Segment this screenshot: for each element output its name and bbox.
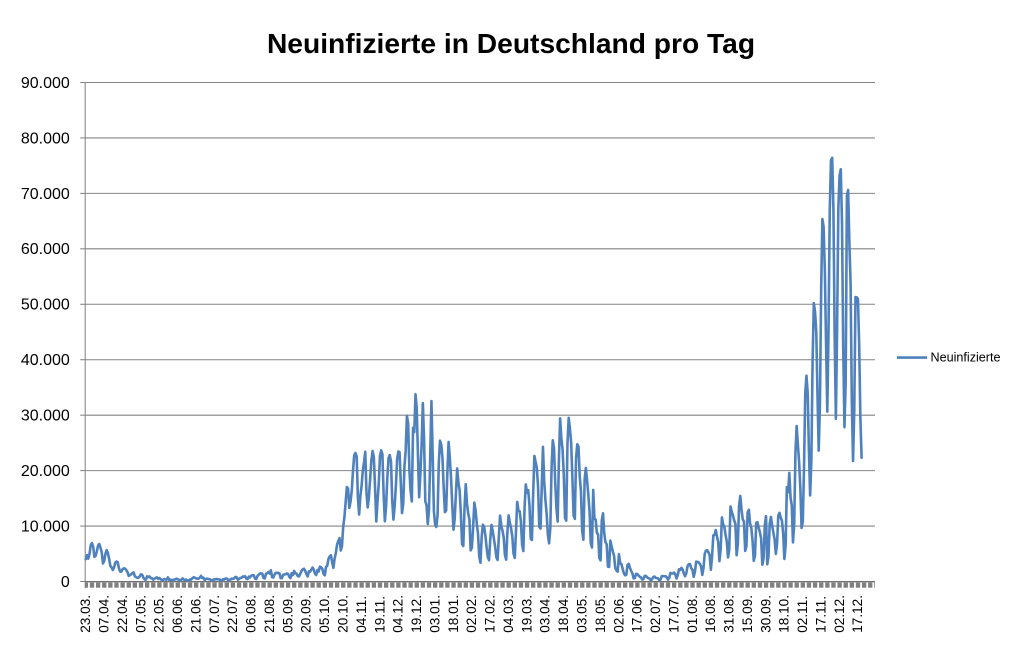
svg-text:19.12.: 19.12. — [409, 595, 424, 633]
svg-text:60.000: 60.000 — [21, 241, 70, 258]
svg-text:70.000: 70.000 — [21, 186, 70, 203]
svg-text:04.12.: 04.12. — [391, 595, 406, 633]
svg-text:15.09.: 15.09. — [740, 595, 755, 633]
svg-text:05.10.: 05.10. — [317, 595, 332, 633]
svg-text:04.03.: 04.03. — [501, 595, 516, 633]
svg-text:22.04.: 22.04. — [115, 595, 130, 633]
svg-text:02.06.: 02.06. — [611, 595, 626, 633]
svg-text:17.02.: 17.02. — [483, 595, 498, 633]
svg-text:0: 0 — [61, 574, 70, 591]
svg-text:07.07.: 07.07. — [207, 595, 222, 633]
svg-text:31.08.: 31.08. — [722, 595, 737, 633]
svg-text:20.09.: 20.09. — [299, 595, 314, 633]
svg-text:19.03.: 19.03. — [519, 595, 534, 633]
svg-text:10.000: 10.000 — [21, 518, 70, 535]
svg-text:17.11.: 17.11. — [813, 596, 828, 633]
svg-text:30.09.: 30.09. — [758, 595, 773, 633]
svg-text:16.08.: 16.08. — [703, 595, 718, 633]
svg-text:05.09.: 05.09. — [280, 595, 295, 633]
svg-text:07.05.: 07.05. — [133, 595, 148, 633]
svg-text:03.05.: 03.05. — [574, 595, 589, 633]
svg-text:02.07.: 02.07. — [648, 595, 663, 633]
svg-text:30.000: 30.000 — [21, 408, 70, 425]
svg-text:17.07.: 17.07. — [666, 595, 681, 633]
svg-text:21.06.: 21.06. — [188, 595, 203, 633]
svg-text:23.03.: 23.03. — [78, 595, 93, 633]
svg-text:Neuinfizierte in Deutschland p: Neuinfizierte in Deutschland pro Tag — [267, 27, 755, 59]
svg-text:22.05.: 22.05. — [152, 595, 167, 633]
svg-text:18.01.: 18.01. — [446, 595, 461, 633]
svg-text:18.10.: 18.10. — [777, 595, 792, 633]
svg-text:06.06.: 06.06. — [170, 595, 185, 633]
svg-text:02.11.: 02.11. — [795, 596, 810, 633]
svg-text:17.12.: 17.12. — [850, 595, 865, 633]
svg-text:02.02.: 02.02. — [464, 595, 479, 633]
svg-text:01.08.: 01.08. — [685, 595, 700, 633]
svg-text:20.000: 20.000 — [21, 463, 70, 480]
svg-text:07.04.: 07.04. — [97, 595, 112, 633]
svg-text:03.04.: 03.04. — [538, 595, 553, 633]
svg-text:06.08.: 06.08. — [244, 595, 259, 633]
svg-text:19.11.: 19.11. — [372, 596, 387, 633]
svg-text:80.000: 80.000 — [21, 130, 70, 147]
svg-text:03.01.: 03.01. — [427, 595, 442, 633]
svg-text:18.04.: 18.04. — [556, 595, 571, 633]
svg-text:04.11.: 04.11. — [354, 596, 369, 633]
svg-text:40.000: 40.000 — [21, 352, 70, 369]
svg-text:20.10.: 20.10. — [335, 595, 350, 633]
svg-text:50.000: 50.000 — [21, 297, 70, 314]
svg-text:22.07.: 22.07. — [225, 595, 240, 633]
svg-text:90.000: 90.000 — [21, 75, 70, 92]
svg-text:Neuinfizierte: Neuinfizierte — [931, 351, 1001, 365]
svg-text:18.05.: 18.05. — [593, 595, 608, 633]
svg-text:17.06.: 17.06. — [630, 595, 645, 633]
svg-text:21.08.: 21.08. — [262, 595, 277, 633]
svg-text:02.12.: 02.12. — [832, 595, 847, 633]
